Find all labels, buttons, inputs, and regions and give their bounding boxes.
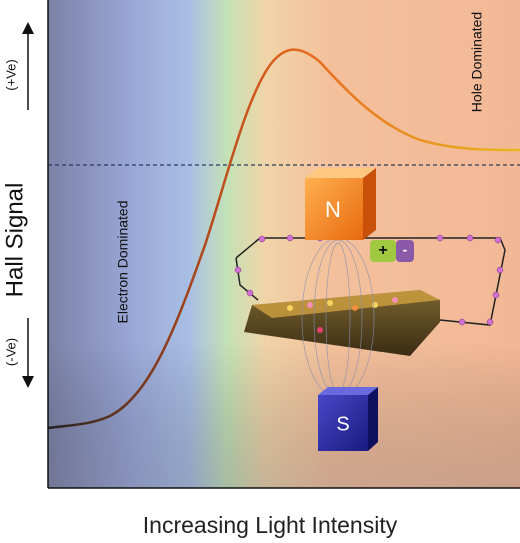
x-axis-label: Increasing Light Intensity xyxy=(143,512,398,538)
negative-label: (-Ve) xyxy=(3,338,18,366)
hall-curve xyxy=(47,48,520,430)
north-label: N xyxy=(325,197,341,222)
electron-region-label: Electron Dominated xyxy=(115,201,131,324)
background-shade xyxy=(48,0,520,488)
positive-label: (+Ve) xyxy=(3,59,18,90)
y-axis-label: Hall Signal xyxy=(1,183,28,298)
south-label: S xyxy=(336,413,349,435)
battery-minus: - xyxy=(403,242,408,258)
device-illustration: N S + - xyxy=(234,168,506,451)
hole-region-label: Hole Dominated xyxy=(469,12,485,112)
battery-plus: + xyxy=(378,242,387,259)
